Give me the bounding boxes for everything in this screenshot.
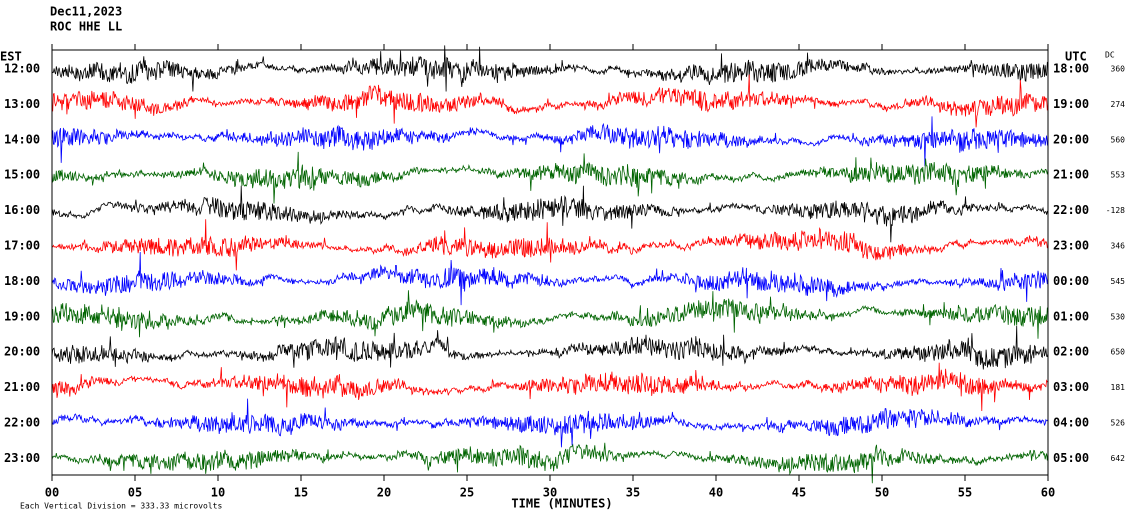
trace [51, 151, 1049, 204]
est-time-label: 21:00 [4, 380, 40, 394]
trace [51, 219, 1049, 271]
utc-time-label: 02:00 [1053, 345, 1089, 359]
est-time-label: 17:00 [4, 239, 40, 253]
utc-time-label: 05:00 [1053, 451, 1089, 465]
est-time-label: 15:00 [4, 168, 40, 182]
dc-value: 346 [1111, 242, 1126, 251]
x-tick-label: 15 [294, 486, 308, 500]
x-tick-label: 25 [460, 486, 474, 500]
x-tick-label: 55 [958, 486, 972, 500]
trace [51, 116, 1049, 167]
subtitle: ROC HHE LL [50, 20, 122, 34]
dc-value: 545 [1111, 277, 1126, 286]
x-tick-label: 40 [709, 486, 723, 500]
dc-value: 526 [1111, 419, 1126, 428]
dc-value: 553 [1111, 171, 1126, 180]
trace [51, 442, 1049, 484]
x-tick-label: 05 [128, 486, 142, 500]
trace [51, 45, 1049, 92]
x-tick-label: 35 [626, 486, 640, 500]
x-axis-title: TIME (MINUTES) [511, 497, 612, 511]
est-time-label: 19:00 [4, 309, 40, 323]
dc-value: 274 [1111, 100, 1126, 109]
trace [51, 74, 1049, 128]
utc-time-label: 19:00 [1053, 97, 1089, 111]
est-time-label: 16:00 [4, 203, 40, 217]
x-tick-label: 00 [45, 486, 59, 500]
trace [51, 251, 1049, 306]
utc-time-label: 18:00 [1053, 62, 1089, 76]
x-tick-label: 20 [377, 486, 391, 500]
dc-label: DC [1105, 51, 1115, 60]
title: Dec11,2023 [50, 5, 122, 19]
x-tick-label: 45 [792, 486, 806, 500]
utc-time-label: 04:00 [1053, 416, 1089, 430]
est-time-label: 23:00 [4, 451, 40, 465]
est-time-label: 14:00 [4, 132, 40, 146]
utc-time-label: 22:00 [1053, 203, 1089, 217]
trace [51, 398, 1049, 448]
dc-value: 530 [1111, 312, 1126, 321]
trace [51, 290, 1049, 339]
dc-value: 650 [1111, 348, 1126, 357]
trace [51, 362, 1049, 412]
traces [51, 45, 1049, 484]
est-time-label: 18:00 [4, 274, 40, 288]
utc-time-label: 21:00 [1053, 168, 1089, 182]
est-time-label: 20:00 [4, 345, 40, 359]
x-tick-label: 30 [543, 486, 557, 500]
utc-time-label: 00:00 [1053, 274, 1089, 288]
utc-time-label: 03:00 [1053, 380, 1089, 394]
utc-time-label: 23:00 [1053, 239, 1089, 253]
dc-value: 642 [1111, 454, 1126, 463]
utc-label: UTC [1065, 50, 1087, 64]
est-label: EST [0, 50, 22, 64]
trace [51, 325, 1049, 370]
est-time-label: 22:00 [4, 416, 40, 430]
x-tick-label: 60 [1041, 486, 1055, 500]
dc-value: 181 [1111, 383, 1126, 392]
est-time-label: 12:00 [4, 62, 40, 76]
est-time-label: 13:00 [4, 97, 40, 111]
x-tick-label: 50 [875, 486, 889, 500]
utc-time-label: 20:00 [1053, 132, 1089, 146]
utc-time-label: 01:00 [1053, 309, 1089, 323]
dc-value: 360 [1111, 65, 1126, 74]
scale-note: Each Vertical Division = 333.33 microvol… [20, 502, 222, 511]
trace [51, 185, 1049, 243]
dc-value: 560 [1111, 135, 1126, 144]
dc-value: -128 [1106, 206, 1125, 215]
x-tick-label: 10 [211, 486, 225, 500]
